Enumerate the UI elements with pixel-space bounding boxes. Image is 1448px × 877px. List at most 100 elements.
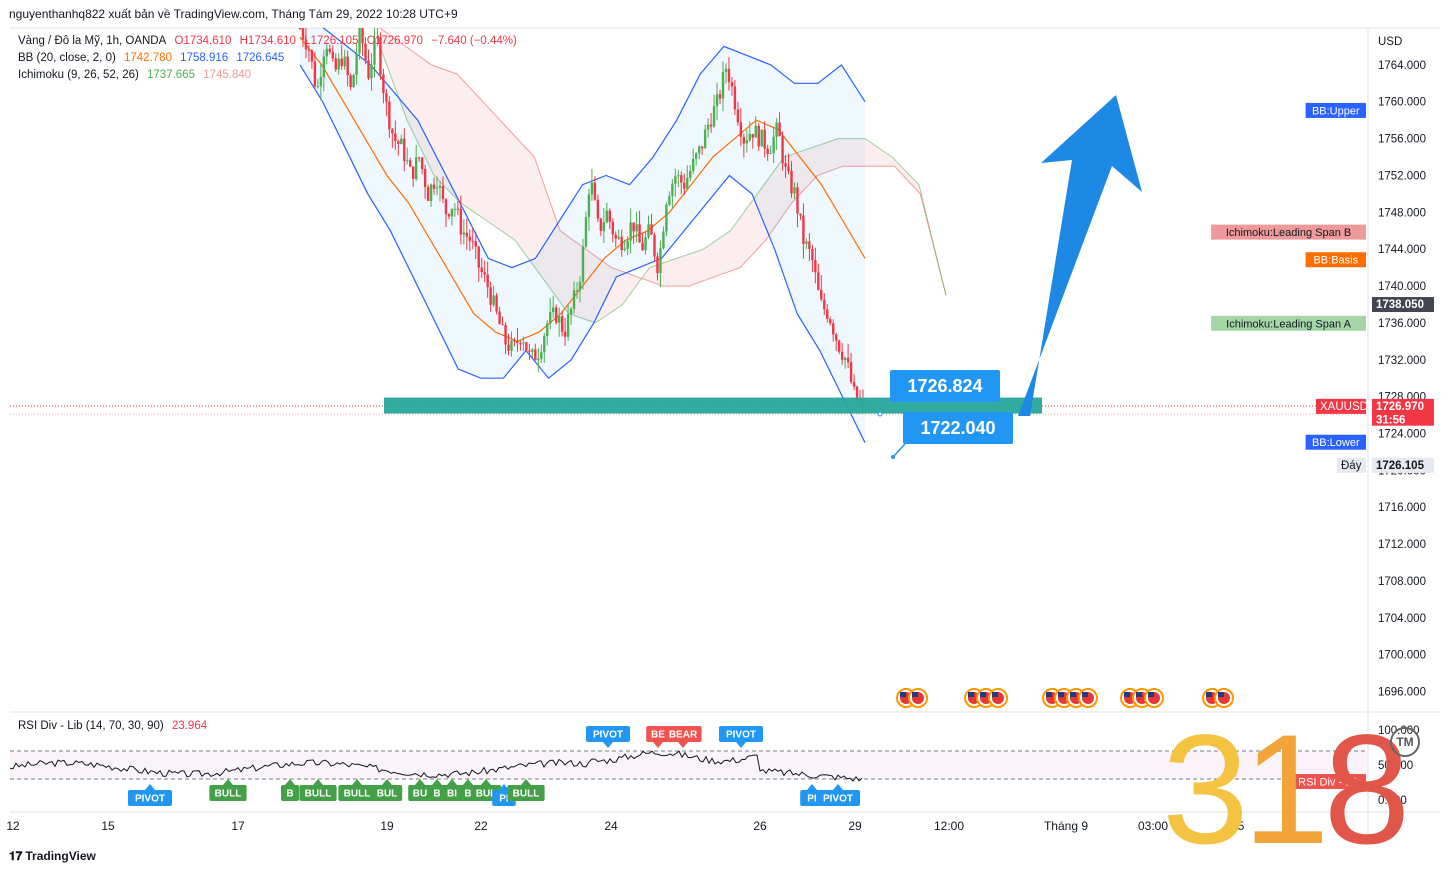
bb-basis-value: 1742.780: [124, 52, 172, 64]
candle: [745, 129, 749, 153]
candle-body: [549, 312, 552, 324]
time-tick-label: Tháng 9: [1044, 819, 1088, 833]
axis-tag-box: [1305, 434, 1366, 450]
candle: [528, 343, 531, 360]
candle: [376, 28, 379, 46]
candle: [787, 153, 790, 175]
candle: [742, 133, 746, 158]
candle-body: [608, 210, 611, 222]
candle: [319, 63, 323, 101]
bb-upper-value: 1758.916: [180, 52, 229, 64]
signal-text: B: [286, 789, 293, 800]
signal-box: [338, 785, 376, 801]
time-tick-label: 24: [604, 819, 618, 833]
axis-tag-box: [1211, 315, 1366, 331]
signal-box: [299, 785, 337, 801]
candle-body: [361, 28, 364, 44]
candle: [623, 239, 626, 252]
candle: [820, 275, 823, 302]
symbol-title[interactable]: Vàng / Đô la Mỹ, 1h, OANDA: [18, 35, 167, 47]
candle-body: [721, 71, 725, 99]
signal-text: B: [464, 789, 471, 800]
candle-body: [337, 58, 340, 70]
candle-body: [596, 199, 600, 219]
candle: [763, 121, 766, 158]
candle-body: [590, 182, 594, 195]
candle-body: [745, 140, 749, 144]
candle: [480, 257, 483, 278]
candle-body: [587, 194, 591, 218]
candle-body: [837, 340, 841, 352]
signal-pointer: [415, 779, 425, 785]
time-tick-label: 5: [1238, 819, 1245, 833]
candle: [620, 229, 623, 257]
symbol-legend: Vàng / Đô la Mỹ, 1h, OANDA O1734.610 H17…: [18, 35, 522, 47]
candle-body: [677, 175, 680, 177]
candle-body: [617, 236, 620, 239]
signal-pointer: [807, 784, 817, 790]
bb-legend[interactable]: BB (20, close, 2, 0) 1742.780 1758.916 1…: [18, 52, 289, 64]
signal-text: BE: [651, 730, 665, 741]
candle: [674, 168, 677, 197]
candle: [584, 211, 588, 248]
zone-top-label: 1726.824: [890, 370, 1000, 402]
candle: [769, 145, 772, 155]
candle: [778, 112, 781, 137]
signal-text: BI: [447, 789, 457, 800]
candle: [382, 68, 385, 104]
candle: [811, 244, 814, 273]
candle: [596, 194, 600, 223]
candle: [414, 144, 418, 182]
signal-pointer: [352, 779, 362, 785]
candle-body: [572, 290, 576, 309]
candle-body: [480, 267, 483, 273]
candle: [525, 342, 528, 352]
candle: [334, 53, 337, 72]
price-tick-label: 1748.000: [1378, 207, 1426, 219]
candle-body: [331, 51, 334, 59]
flag-canton: [912, 692, 918, 697]
candle-body: [444, 199, 448, 215]
candle: [346, 50, 349, 87]
zone-top-dot: [877, 411, 883, 417]
axis-tag-text: Ichimoku:Leading Span A: [1226, 318, 1351, 330]
zone-top-label-text: 1726.824: [907, 376, 982, 396]
time-tick-label: 03:00: [1138, 819, 1168, 833]
candle: [697, 145, 701, 160]
candle: [650, 213, 653, 235]
candle: [444, 198, 448, 228]
candle-body: [435, 187, 439, 189]
candle-body: [766, 148, 769, 154]
signal-box: [507, 785, 545, 801]
candle: [686, 165, 689, 191]
candle-body: [546, 323, 549, 337]
price-label: 31:56: [1372, 412, 1434, 427]
candle-body: [775, 122, 778, 137]
time-tick-label: 22: [474, 819, 488, 833]
tradingview-logo[interactable]: 𝟏𝟕 TradingView: [9, 849, 96, 864]
candle-body: [313, 61, 317, 87]
candle: [694, 151, 698, 166]
signal-pointer: [285, 779, 295, 785]
price-tick-label: 1704.000: [1378, 613, 1426, 625]
flag-canton: [1124, 692, 1130, 697]
candle-body: [477, 246, 480, 268]
bb-fill: [300, 28, 865, 443]
signal-text: BULL: [305, 789, 332, 800]
candle-body: [662, 231, 665, 249]
candle-body: [739, 122, 743, 137]
signal-box: [408, 785, 432, 801]
candle: [724, 63, 728, 84]
candle: [492, 285, 495, 308]
candle-body: [840, 351, 844, 360]
ichimoku-legend[interactable]: Ichimoku (9, 26, 52, 26) 1737.665 1745.8…: [18, 69, 256, 81]
candle-body: [304, 39, 308, 50]
rsi-legend[interactable]: RSI Div - Lib (14, 70, 30, 90) 23.964: [18, 720, 212, 732]
candle-body: [796, 187, 799, 214]
candle: [700, 146, 704, 155]
signal-pointer: [678, 742, 688, 748]
axis-tag-text: Ichimoku:Leading Span B: [1226, 227, 1351, 239]
candle: [766, 144, 769, 161]
